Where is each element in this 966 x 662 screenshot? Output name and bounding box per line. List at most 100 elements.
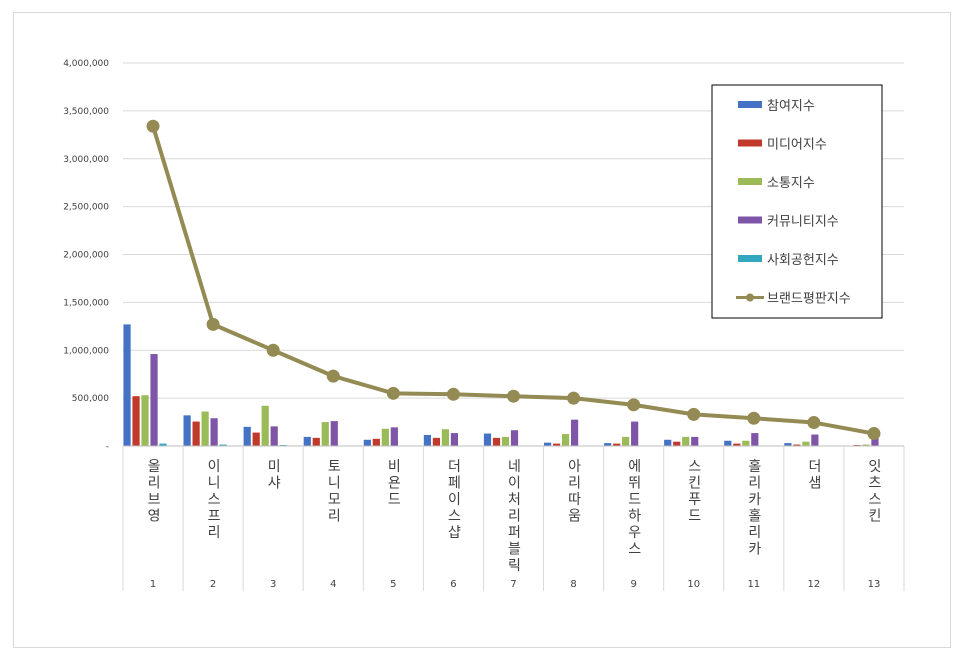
category-label-char: 처 <box>508 492 521 508</box>
bar-3 <box>201 411 209 446</box>
legend-swatch <box>738 139 762 147</box>
y-tick-label: 2,000,000 <box>63 251 109 261</box>
legend-box <box>711 84 883 319</box>
y-tick-label: 500,000 <box>72 394 109 404</box>
bar-3 <box>261 405 269 446</box>
bar-2 <box>673 441 681 446</box>
legend-swatch <box>738 216 762 224</box>
bar-1 <box>243 426 251 446</box>
bar-3 <box>321 422 329 446</box>
category-label-char: 스 <box>208 492 221 508</box>
category-rank-label: 8 <box>570 579 576 590</box>
bar-2 <box>252 432 260 446</box>
y-axis-ticks: - 500,000 1,000,000 1,500,000 2,000,000 2,500… <box>63 59 109 452</box>
legend-label: 사회공헌지수 <box>767 253 839 268</box>
bar-2 <box>733 443 741 446</box>
category-label-char: 더 <box>808 459 821 475</box>
category-rank-label: 5 <box>390 579 396 590</box>
brand-reputation-line <box>146 119 881 441</box>
category-label-char: 스 <box>869 492 882 508</box>
bar-4 <box>871 437 879 446</box>
bar-3 <box>802 441 810 446</box>
bar-2 <box>372 438 380 446</box>
line-point <box>627 398 641 412</box>
bar-1 <box>363 439 371 446</box>
x-axis: 올리브영1이니스프리2미샤3토니모리4비욘드5더페이스샵6네이처리퍼블릭7아리따… <box>122 445 905 591</box>
bar-3 <box>561 434 570 446</box>
bar-3 <box>501 436 510 446</box>
bar-4 <box>150 354 158 446</box>
bar-3 <box>441 429 450 446</box>
category-label-char: 블 <box>508 542 521 558</box>
y-tick-label: 3,500,000 <box>63 107 109 117</box>
category-label-char: 킨 <box>688 476 701 492</box>
legend-label: 소통지수 <box>767 176 815 191</box>
bar-1 <box>604 443 612 446</box>
bar-1 <box>724 440 732 446</box>
category-rank-label: 2 <box>210 579 216 590</box>
category-label-char: 리 <box>748 476 761 492</box>
category-label-char: 스 <box>688 459 701 475</box>
legend-label: 브랜드평판지수 <box>767 292 851 307</box>
legend-label: 커뮤니티지수 <box>767 215 839 230</box>
bar-4 <box>450 433 459 446</box>
category-label-char: 이 <box>448 492 461 508</box>
category-rank-label: 10 <box>687 579 700 590</box>
category-label-char: 모 <box>328 492 341 508</box>
category-rank-label: 3 <box>270 579 276 590</box>
category-label-char: 니 <box>328 476 341 492</box>
category-label-char: 츠 <box>869 476 882 492</box>
category-label-char: 올 <box>148 459 161 475</box>
category-label-char: 하 <box>628 509 641 525</box>
category-label-char: 더 <box>448 459 461 475</box>
category-label-char: 뛰 <box>628 476 641 492</box>
category-rank-label: 6 <box>450 579 456 590</box>
bar-3 <box>381 428 389 446</box>
bar-1 <box>123 324 131 446</box>
line-point <box>206 317 220 331</box>
y-tick-label: 1,000,000 <box>63 346 109 356</box>
line-point <box>146 119 160 133</box>
line-point <box>567 391 581 405</box>
category-label-char: 영 <box>148 509 161 525</box>
category-label-char: 토 <box>328 459 341 475</box>
category-label-char: 킨 <box>869 509 882 525</box>
category-label-char: 프 <box>208 509 221 525</box>
category-label-char: 이 <box>508 476 521 492</box>
line-point <box>266 343 280 357</box>
line-point <box>687 407 701 421</box>
bar-1 <box>303 436 311 446</box>
category-label-char: 스 <box>448 509 461 525</box>
bar-4 <box>390 427 398 446</box>
legend-swatch <box>738 178 762 185</box>
category-rank-label: 11 <box>747 579 760 590</box>
category-label-char: 리 <box>208 525 221 541</box>
category-label-char: 에 <box>628 459 641 475</box>
category-label-char: 홀 <box>748 509 761 525</box>
category-label-char: 브 <box>148 492 161 508</box>
category-label-char: 푸 <box>688 492 701 508</box>
category-label-char: 드 <box>628 492 641 508</box>
line-point <box>386 386 400 400</box>
line-point <box>446 387 460 401</box>
category-label-char: 샤 <box>268 476 281 492</box>
bar-4 <box>691 436 699 446</box>
category-label-char: 따 <box>568 492 581 508</box>
bar-3 <box>622 436 630 446</box>
legend-swatch-marker <box>746 293 754 302</box>
category-label-char: 비 <box>388 459 401 475</box>
bar-1 <box>183 415 191 446</box>
category-label-char: 리 <box>148 476 161 492</box>
bar-4 <box>751 433 759 446</box>
gridlines <box>123 62 904 447</box>
bar-2 <box>613 443 621 446</box>
bar-3 <box>682 436 690 446</box>
category-label-char: 드 <box>388 492 401 508</box>
y-tick-label: - <box>106 442 109 452</box>
bar-4 <box>631 421 639 446</box>
legend-swatch <box>738 255 762 262</box>
category-label-char: 드 <box>688 509 701 525</box>
bar-4 <box>330 421 338 446</box>
y-tick-label: 1,500,000 <box>63 298 109 308</box>
